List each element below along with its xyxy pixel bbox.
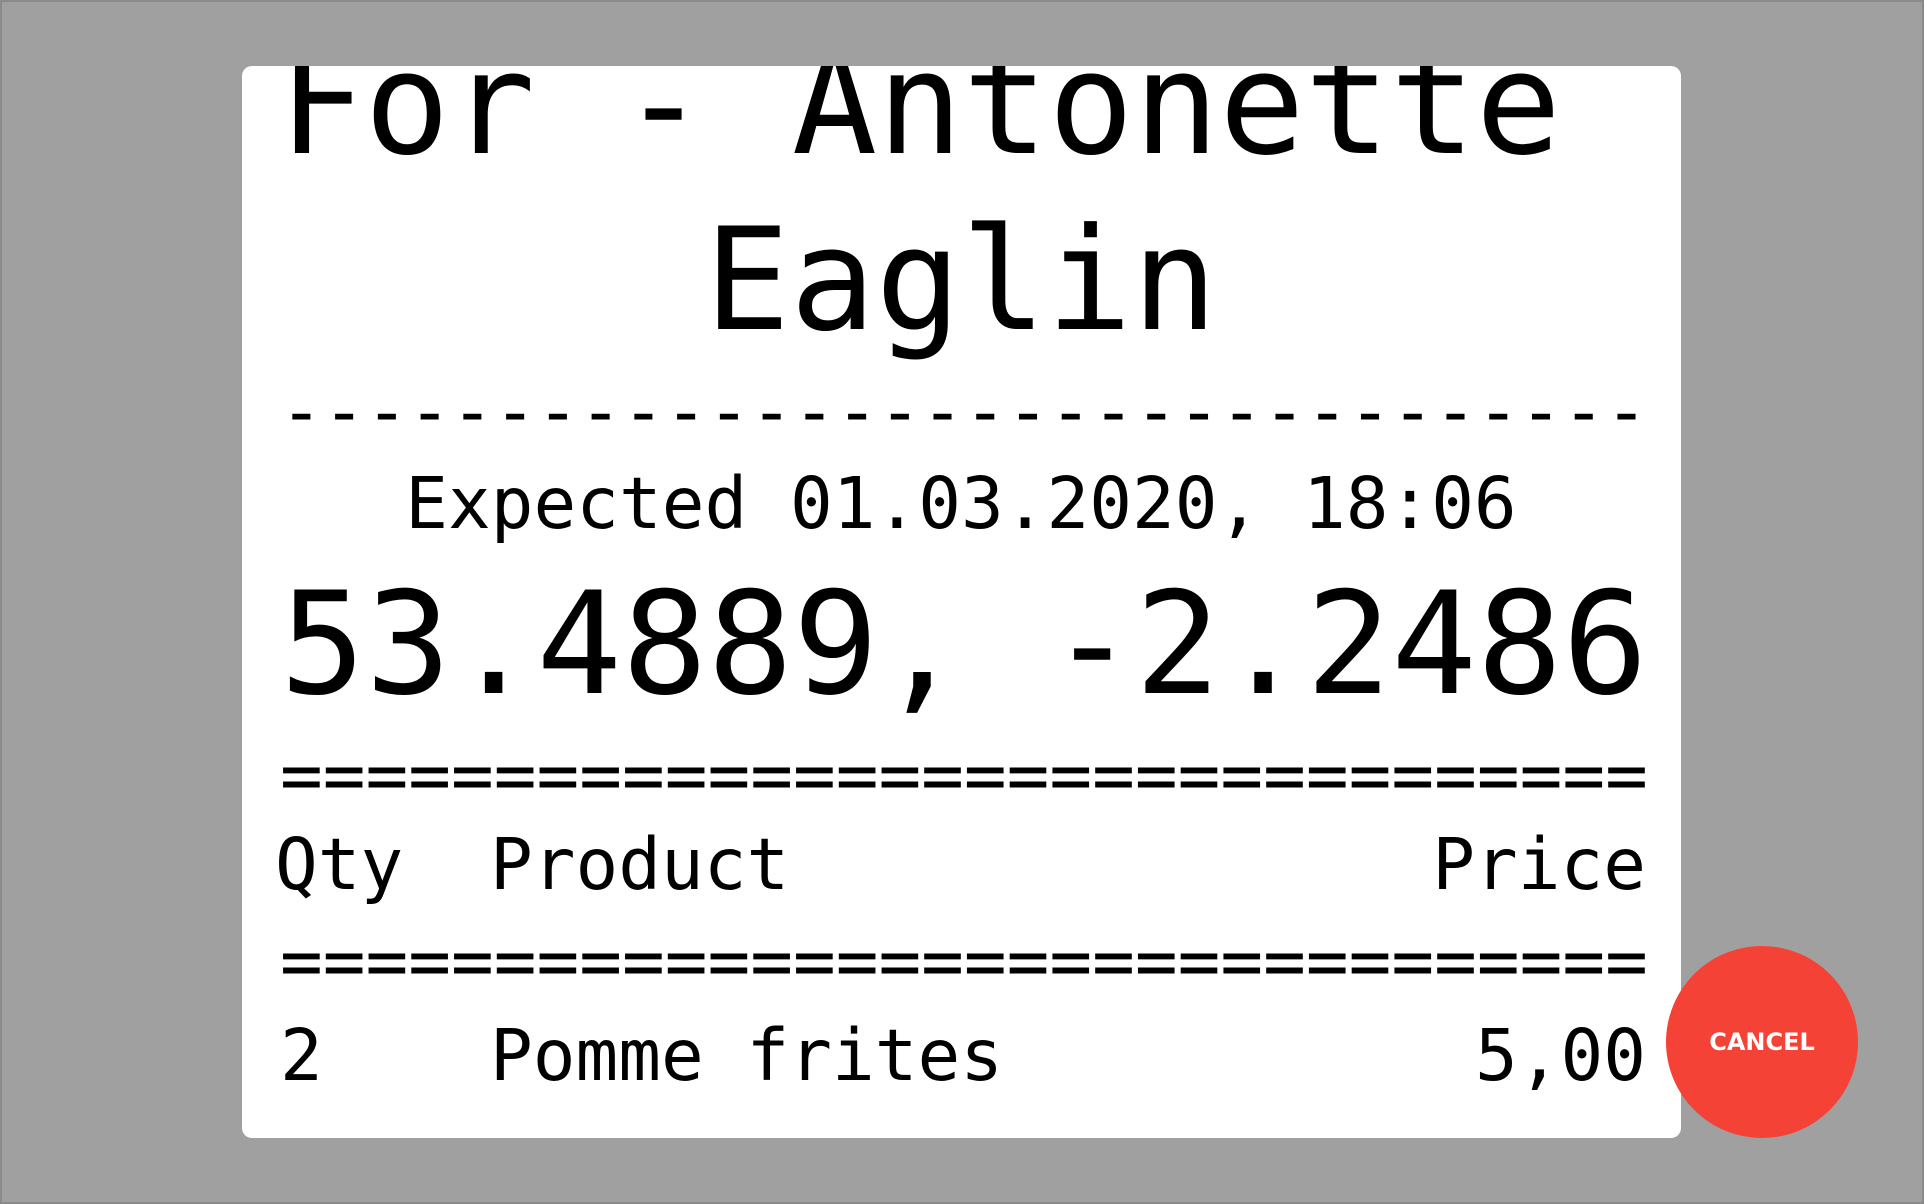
expected-time: Expected 01.03.2020, 18:06 (405, 462, 1516, 545)
header-price: Price (1432, 823, 1646, 906)
equals-separator: ================================ (280, 920, 1648, 1003)
header-qty: Qty (275, 823, 403, 906)
coordinates: 53.4889, -2.2486 (280, 562, 1648, 727)
header-product: Product (490, 823, 789, 906)
cancel-circle[interactable] (1666, 946, 1858, 1138)
item-price: 5,00 (1475, 1014, 1646, 1097)
cancel-label[interactable]: CANCEL (1709, 1028, 1815, 1056)
dash-separator: -------------------------------- (280, 370, 1648, 453)
item-qty: 2 (280, 1014, 323, 1097)
title-line: Eaglin (705, 198, 1218, 363)
cancel-button[interactable]: CANCEL (1666, 946, 1858, 1138)
receipt-card (242, 66, 1681, 1138)
equals-separator: ================================ (280, 734, 1648, 817)
receipt-content: For - Antonette Eaglin -----------------… (275, 22, 1648, 1097)
title-line: For - Antonette (279, 22, 1561, 187)
item-product: Pomme frites (490, 1014, 1003, 1097)
